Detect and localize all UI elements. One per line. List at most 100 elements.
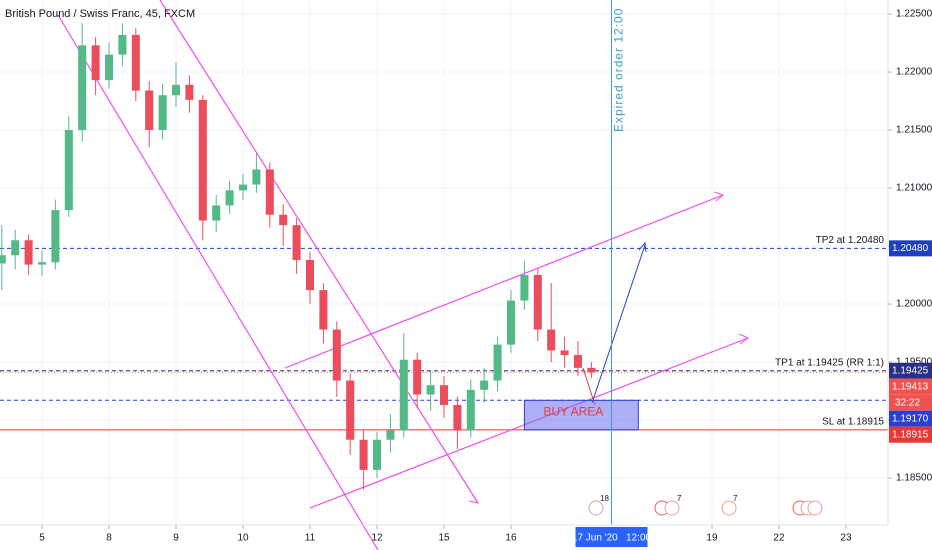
- candle-body: [413, 359, 422, 395]
- event-icon: [664, 500, 680, 516]
- event-icon: [721, 500, 737, 516]
- candle-body: [305, 259, 315, 291]
- y-tick-label: 1.20000: [896, 299, 932, 310]
- candle-body: [372, 439, 382, 470]
- annotations: 18 7 7 TP2 at 1.20480 TP1 at 1.19425 (RR …: [523, 0, 885, 525]
- target-arrow: [591, 244, 646, 404]
- candle-body: [145, 90, 154, 131]
- candle-body: [359, 439, 368, 470]
- candle-body: [51, 210, 60, 263]
- chart-title: British Pound / Swiss Franc, 45, FXCM: [5, 8, 195, 20]
- candle-body: [212, 205, 221, 221]
- x-tick-label: 16: [505, 533, 517, 544]
- channel-line: [159, 0, 479, 504]
- buy-area-label: BUY AREA: [543, 404, 603, 418]
- channel-line: [284, 194, 724, 369]
- candle-body: [24, 240, 33, 265]
- candle-body: [185, 84, 194, 100]
- x-tick-label: 15: [438, 533, 450, 544]
- x-tick-label: 9: [173, 533, 179, 544]
- candle-body: [386, 430, 395, 440]
- candle-body: [493, 344, 502, 381]
- candle-body: [11, 240, 20, 256]
- x-marker-label: 17 Jun '20 12:00: [572, 533, 652, 544]
- y-tick-label: 1.22500: [896, 9, 932, 20]
- candle-body: [560, 350, 569, 356]
- x-tick-label: 5: [39, 533, 45, 544]
- buy-area: [523, 399, 639, 431]
- candle-body: [238, 184, 248, 191]
- candles: [0, 23, 596, 490]
- y-tick-label: 1.21500: [896, 125, 932, 136]
- candle-body: [225, 190, 234, 206]
- arrow-head: [468, 494, 480, 504]
- candle-body: [118, 34, 127, 55]
- y-tick-label: 1.21000: [896, 183, 932, 194]
- candle-body: [0, 255, 6, 264]
- entry-arrow: [582, 367, 596, 406]
- candle-body: [480, 380, 489, 390]
- price-badge: [889, 426, 932, 443]
- candle-body: [64, 130, 73, 211]
- event-icon: [807, 500, 823, 516]
- candle-body: [279, 214, 288, 226]
- candle-body: [37, 262, 47, 265]
- candle-body: [533, 275, 542, 330]
- candle-body: [332, 329, 341, 381]
- candle-body: [506, 300, 516, 345]
- price-badge: [889, 240, 932, 257]
- channel-line: [57, 14, 379, 550]
- x-tick-label: 11: [305, 533, 316, 544]
- candle-body: [265, 169, 274, 215]
- candle-body: [346, 380, 355, 440]
- price-badge-label: 1.19170: [892, 413, 929, 424]
- x-tick-label: 19: [706, 533, 718, 544]
- y-tick-label: 1.22000: [896, 67, 932, 78]
- arrow-head: [738, 333, 749, 345]
- candle-body: [587, 367, 596, 373]
- price-badge: [889, 378, 932, 395]
- y-tick-label: 1.19500: [896, 357, 932, 368]
- price-badge-label: 1.20480: [892, 243, 929, 254]
- countdown-badge: [889, 394, 932, 411]
- x-tick-label: 10: [237, 533, 249, 544]
- candle-body: [171, 84, 181, 96]
- x-tick-label: 12: [371, 533, 383, 544]
- candle-body: [426, 385, 435, 395]
- candle-body: [466, 389, 475, 431]
- price-badge: [889, 410, 932, 427]
- countdown-label: 32:22: [895, 397, 920, 408]
- price-badge-label: 1.19425: [892, 365, 929, 376]
- expired-order-label: Expired order 12:00: [612, 8, 626, 132]
- candle-body: [158, 95, 167, 131]
- candle-body: [104, 54, 114, 81]
- event-count: 7: [733, 494, 738, 503]
- arrow-head: [713, 191, 724, 202]
- candle-body: [439, 385, 449, 405]
- candle-body: [520, 275, 529, 301]
- event-count: 18: [600, 494, 609, 503]
- x-tick-label: 23: [840, 533, 852, 544]
- candle-body: [399, 359, 408, 431]
- x-tick-label: 8: [106, 533, 112, 544]
- candle-body: [547, 329, 556, 351]
- event-count: 7: [677, 494, 682, 503]
- price-badge: [889, 362, 932, 379]
- x-tick-label: 22: [773, 533, 785, 544]
- event-icon: [588, 500, 604, 516]
- arrow-head: [638, 241, 647, 253]
- candle-body: [292, 225, 301, 260]
- candle-body: [573, 355, 583, 368]
- candle-body: [91, 45, 100, 81]
- level-text: SL at 1.18915: [822, 417, 884, 428]
- price-badge-label: 1.19413: [892, 381, 929, 392]
- candle-body: [198, 99, 207, 221]
- candle-body: [78, 45, 87, 131]
- level-text: TP2 at 1.20480: [816, 235, 885, 246]
- x-marker-badge: [575, 527, 648, 547]
- candle-body: [131, 34, 140, 91]
- candle-body: [453, 404, 462, 431]
- candle-body: [319, 290, 328, 330]
